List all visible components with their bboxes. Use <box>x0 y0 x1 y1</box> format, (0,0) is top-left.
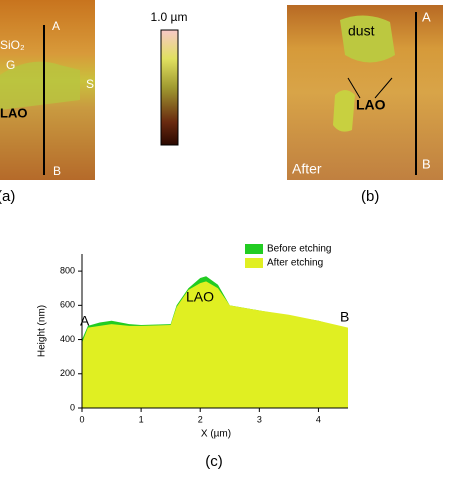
x-tick-label: 4 <box>316 414 321 424</box>
panel-label: (c) <box>205 453 223 470</box>
lao-region <box>0 61 80 110</box>
label: LAO <box>0 105 27 120</box>
arrow <box>347 77 361 99</box>
colorbar: 1.0 µm <box>151 10 188 146</box>
colorbar-scale <box>160 29 179 146</box>
x-tick-label: 1 <box>139 414 144 424</box>
x-tick-label: 2 <box>198 414 203 424</box>
legend-label: Before etching <box>267 244 332 255</box>
x-tick-label: 3 <box>257 414 262 424</box>
arrow <box>374 77 393 99</box>
y-tick-label: 600 <box>60 300 75 310</box>
label: B <box>422 156 431 171</box>
label: G <box>6 58 15 72</box>
label: S <box>86 77 94 91</box>
legend-swatch <box>245 244 263 254</box>
y-tick-label: 200 <box>60 368 75 378</box>
y-axis-label: Height (nm) <box>37 305 48 357</box>
label: A <box>52 19 60 33</box>
x-tick-label: 0 <box>79 414 84 424</box>
legend-label: After etching <box>267 258 323 269</box>
label: LAO <box>356 97 386 113</box>
annotation: B <box>340 309 349 325</box>
panel-b: A dust LAO After B (b) <box>287 5 443 205</box>
legend-swatch <box>245 258 263 268</box>
label: dust <box>348 23 375 39</box>
area <box>82 281 348 408</box>
panel-label: (b) <box>361 188 379 205</box>
y-tick-label: 0 <box>70 402 75 412</box>
label: SiO₂ <box>0 38 25 52</box>
panel-label: (a) <box>0 188 15 205</box>
colorbar-label: 1.0 µm <box>151 10 188 24</box>
label: B <box>53 164 61 178</box>
label: After <box>292 161 322 177</box>
x-axis-label: X (µm) <box>201 429 231 440</box>
label: A <box>422 9 431 24</box>
panel-a: A SiO₂ G LAO S B (a) <box>0 0 95 205</box>
annotation: LAO <box>186 289 214 305</box>
lao-region <box>333 90 355 132</box>
y-tick-label: 800 <box>60 265 75 275</box>
y-tick-label: 400 <box>60 334 75 344</box>
annotation: A <box>80 313 90 329</box>
profile-chart: X (µm) Height (nm) (c) 0 200 400 600 800 0 1 2 3… <box>37 244 350 470</box>
dust-region <box>340 15 395 63</box>
